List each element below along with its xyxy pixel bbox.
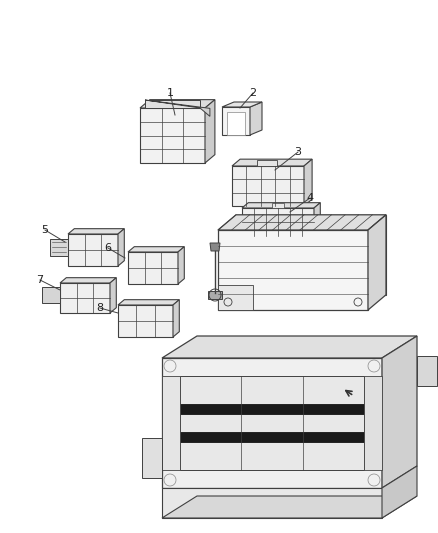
- Polygon shape: [304, 159, 312, 206]
- Polygon shape: [205, 100, 215, 163]
- Polygon shape: [145, 100, 200, 108]
- Polygon shape: [227, 112, 245, 135]
- Polygon shape: [60, 283, 110, 313]
- Text: 1: 1: [166, 88, 173, 98]
- Text: 5: 5: [42, 225, 49, 235]
- Polygon shape: [382, 336, 417, 488]
- Polygon shape: [178, 247, 184, 284]
- Polygon shape: [236, 215, 386, 295]
- Polygon shape: [364, 376, 382, 470]
- Polygon shape: [218, 285, 253, 310]
- Polygon shape: [42, 287, 60, 303]
- Polygon shape: [208, 291, 222, 299]
- Polygon shape: [222, 107, 250, 135]
- Text: 4: 4: [307, 193, 314, 203]
- Polygon shape: [250, 102, 262, 135]
- Polygon shape: [257, 160, 277, 166]
- Polygon shape: [50, 239, 68, 256]
- Polygon shape: [314, 203, 320, 236]
- Polygon shape: [382, 466, 417, 518]
- Polygon shape: [162, 496, 417, 518]
- Polygon shape: [162, 488, 382, 518]
- Polygon shape: [272, 203, 284, 208]
- Polygon shape: [145, 100, 210, 116]
- Polygon shape: [110, 278, 117, 313]
- Polygon shape: [218, 230, 368, 310]
- Polygon shape: [417, 356, 437, 386]
- Polygon shape: [242, 203, 320, 208]
- Polygon shape: [210, 243, 220, 251]
- Polygon shape: [118, 300, 179, 305]
- Polygon shape: [218, 215, 386, 230]
- Text: 8: 8: [96, 303, 103, 313]
- Polygon shape: [180, 404, 364, 414]
- Text: 6: 6: [105, 243, 112, 253]
- Polygon shape: [173, 300, 179, 337]
- Polygon shape: [140, 108, 205, 163]
- Polygon shape: [68, 229, 124, 234]
- Polygon shape: [118, 305, 173, 337]
- Polygon shape: [232, 166, 304, 206]
- Polygon shape: [142, 438, 162, 478]
- Polygon shape: [128, 252, 178, 284]
- Polygon shape: [128, 247, 184, 252]
- Polygon shape: [232, 159, 312, 166]
- Polygon shape: [60, 278, 117, 283]
- Polygon shape: [242, 208, 314, 236]
- Text: 7: 7: [36, 275, 43, 285]
- Polygon shape: [162, 336, 417, 358]
- Polygon shape: [118, 229, 124, 266]
- Polygon shape: [180, 432, 364, 442]
- Polygon shape: [368, 215, 386, 310]
- Text: 2: 2: [249, 88, 257, 98]
- Polygon shape: [140, 100, 215, 108]
- Polygon shape: [222, 102, 262, 107]
- Polygon shape: [68, 234, 118, 266]
- Polygon shape: [162, 358, 382, 488]
- Polygon shape: [180, 376, 364, 470]
- Polygon shape: [162, 376, 180, 470]
- Text: 3: 3: [294, 147, 301, 157]
